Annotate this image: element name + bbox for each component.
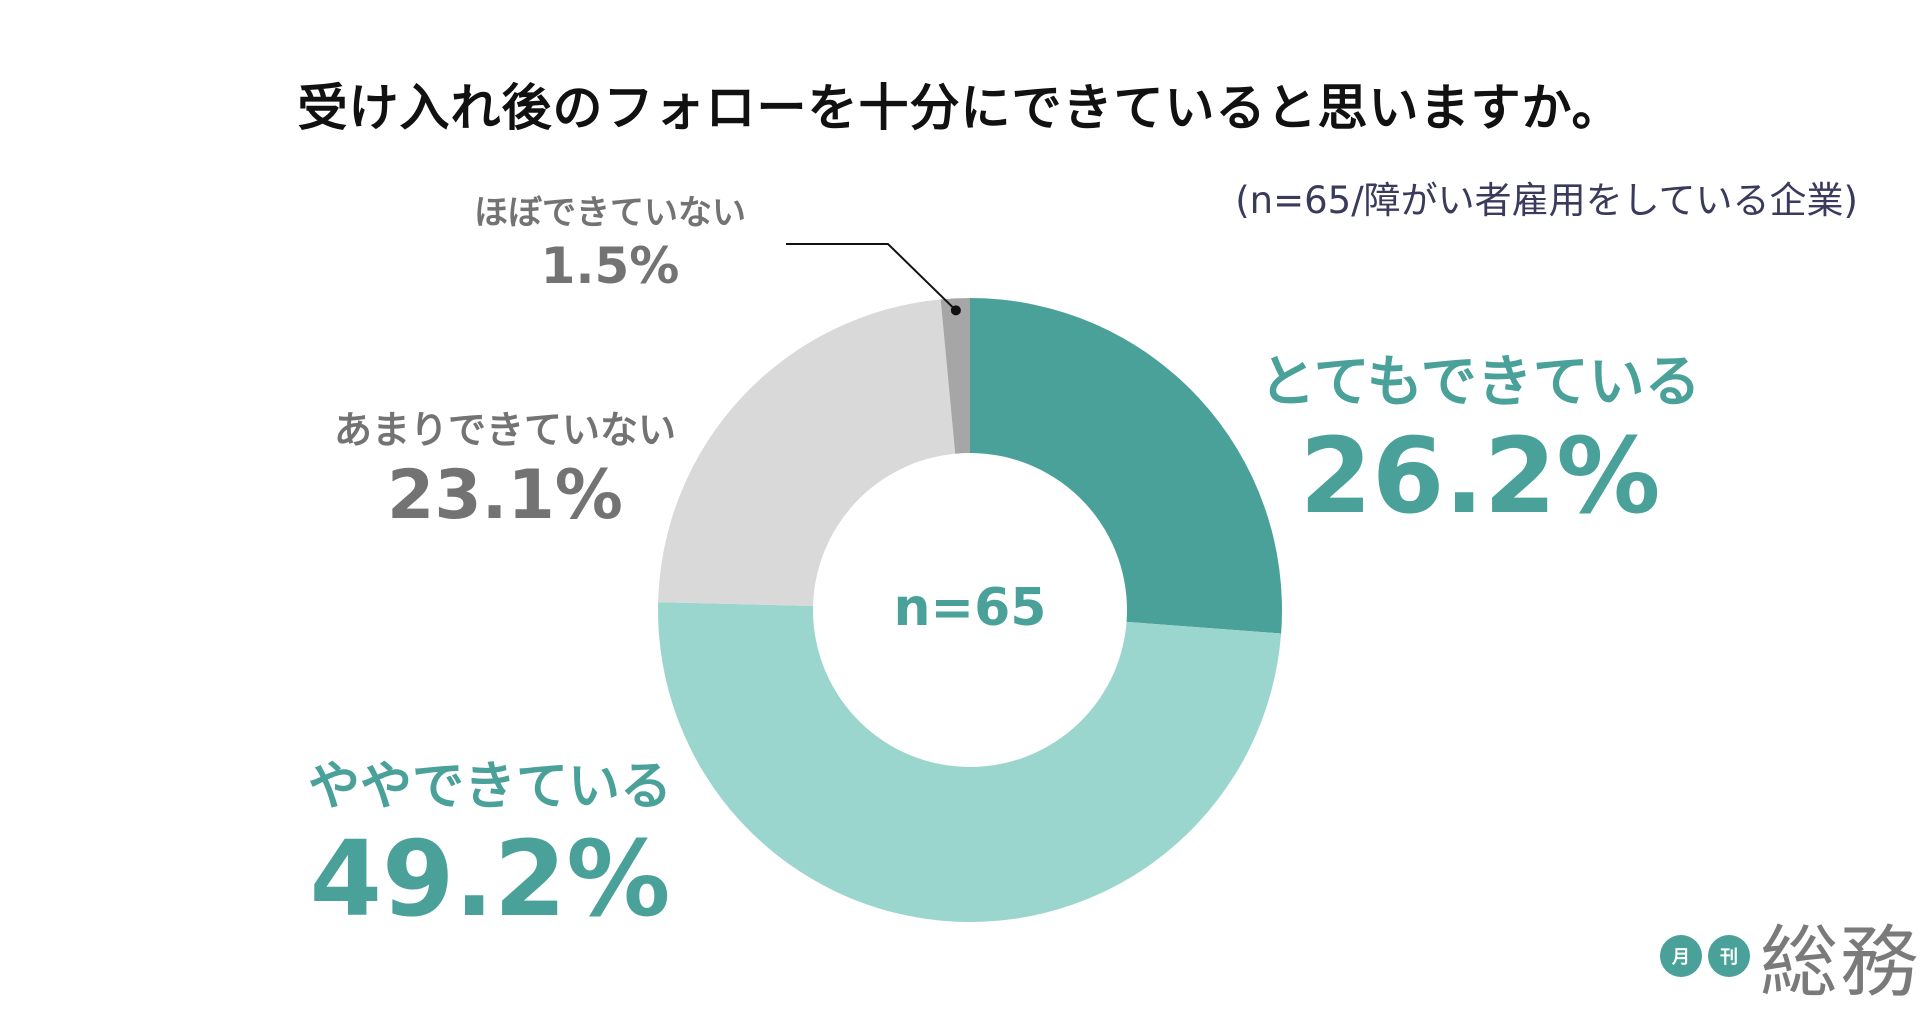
leader-dot [950,305,961,316]
segment-label-percent: 23.1% [387,456,623,535]
segment-label-somewhat: ややできている 49.2% [270,755,710,939]
segment-label-name: あまりできていない [333,408,676,452]
segment-label-name: ほぼできていない [474,193,746,233]
segment-label-name: とてもできている [1259,350,1701,415]
chart-title: 受け入れ後のフォローを十分にできていると思いますか。 [297,79,1623,137]
logo-badge-month: 月 [1660,935,1702,977]
segment-label-name: ややできている [307,757,672,817]
publisher-logo: 月 刊 総務 [1660,900,1920,1012]
segment-label-hardly: ほぼできていない 1.5% [430,190,790,296]
center-label: n=65 [893,578,1047,638]
chart-subtitle: (n=65/障がい者雇用をしている企業) [1235,179,1858,222]
segment-label-not-really: あまりできていない 23.1% [270,405,740,537]
logo-wordmark: 総務 [1760,918,1920,1008]
segment-label-percent: 1.5% [540,237,680,295]
segment-label-percent: 26.2% [1299,415,1661,537]
segment-label-percent: 49.2% [309,818,671,940]
slice-hardly [940,298,970,454]
slice-not-really [658,299,956,607]
slice-somewhat [658,602,1282,922]
logo-badge-issue: 刊 [1708,935,1750,977]
slice-very-well [970,298,1282,634]
segment-label-very-well: とてもできている 26.2% [1240,350,1720,536]
leader-line [786,243,957,312]
